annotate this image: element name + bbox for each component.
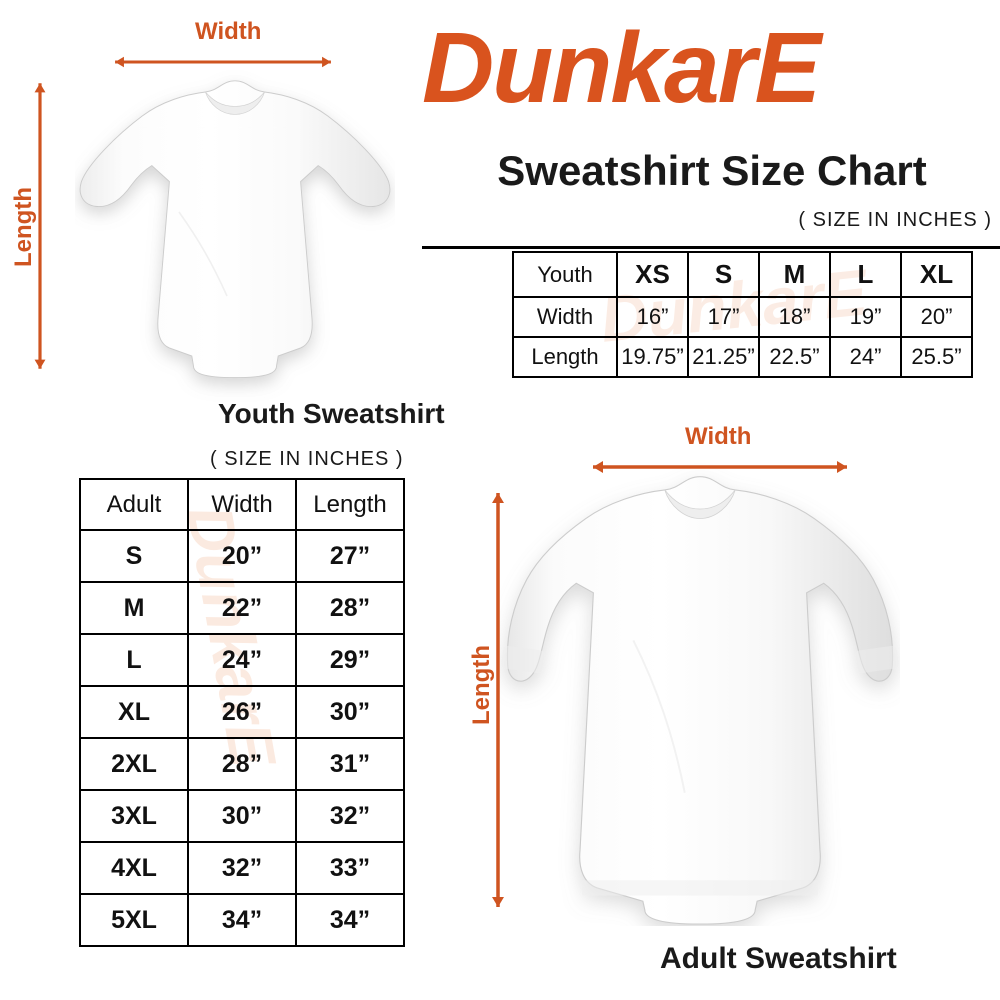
svg-text:DunkarE: DunkarE bbox=[422, 12, 825, 124]
